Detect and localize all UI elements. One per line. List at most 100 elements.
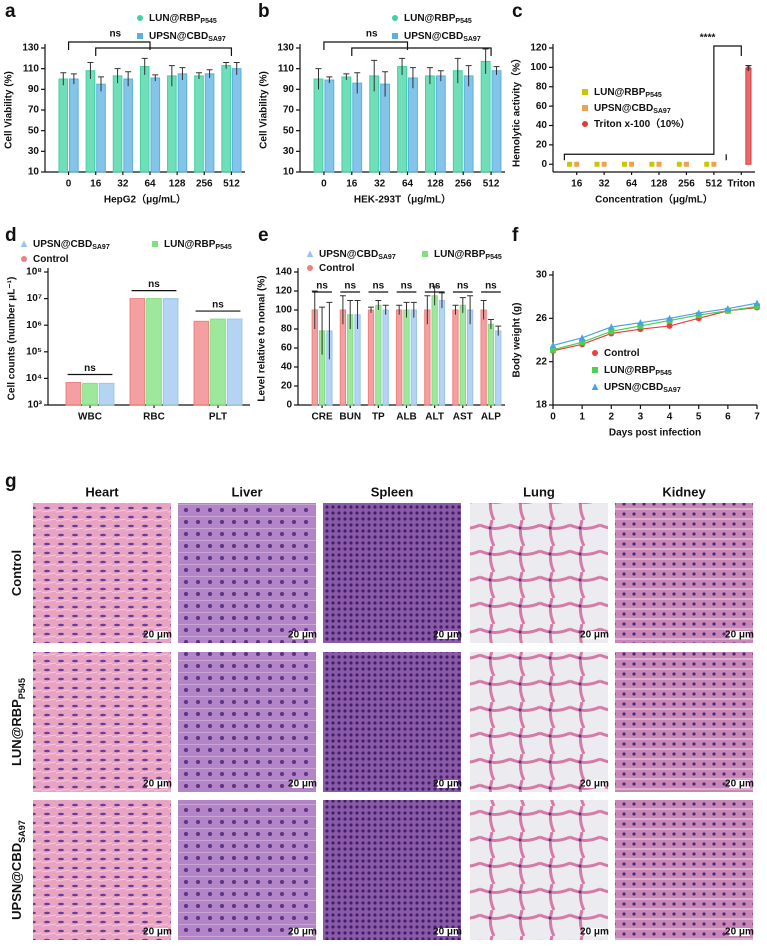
marker	[724, 304, 732, 312]
error-bar	[179, 67, 186, 81]
scale-bar-bg	[147, 631, 168, 639]
y-tick-label: 18	[536, 400, 548, 411]
bar	[745, 67, 752, 165]
y-tick-label: 10³	[28, 400, 43, 411]
x-tick-label: Triton	[727, 179, 755, 190]
error-bar	[480, 300, 487, 320]
y-axis-label: Cell Viability (%)	[4, 71, 15, 149]
legend-label-main: UPSN@CBD	[594, 103, 653, 114]
x-tick-label: 64	[402, 179, 414, 190]
bar	[226, 318, 243, 406]
bar	[221, 65, 231, 173]
scale-bar: 20 μm	[725, 927, 754, 938]
bar	[408, 77, 418, 173]
annotation: ns	[344, 281, 356, 292]
bar	[352, 82, 363, 173]
legend-label: LUN@RBPP545	[434, 249, 502, 262]
bar	[487, 323, 495, 406]
x-tick-label: WBC	[78, 412, 102, 423]
row-label-sub: SA97	[17, 820, 27, 843]
error-bar	[368, 306, 375, 313]
error-bar	[319, 306, 326, 355]
y-tick-label: 60	[536, 101, 548, 112]
row-label-main: LUN@RBP	[9, 699, 24, 766]
tissue-image	[33, 503, 171, 643]
legend-label: Control	[319, 263, 355, 274]
x-tick-label: 0	[550, 412, 556, 423]
x-tick-label: PLT	[209, 412, 227, 423]
legend-label: UPSN@CBDSA97	[594, 103, 671, 116]
legend-marker	[306, 250, 314, 257]
y-tick-label: 110	[278, 63, 295, 74]
legend-label-sub: SA97	[663, 387, 681, 394]
bar	[82, 382, 98, 406]
x-tick-label: 128	[169, 179, 186, 190]
bar	[480, 60, 491, 173]
x-tick-label: 512	[223, 179, 240, 190]
scale-bar-bg	[437, 780, 458, 788]
tissue-image	[33, 800, 171, 940]
x-axis-label: HEK-293T（μg/mL）	[354, 193, 451, 206]
scale-bar-bg	[729, 928, 750, 936]
y-tick-label: 90	[283, 84, 295, 95]
x-tick-label: 128	[651, 179, 668, 190]
line	[552, 302, 758, 346]
tissue-image	[178, 503, 316, 643]
x-tick-label: ALT	[425, 412, 444, 423]
y-tick-label: 0	[286, 400, 292, 411]
legend-label-main: UPSN@CBD	[604, 382, 663, 393]
legend-label-main: Control	[319, 263, 355, 274]
legend-label-main: Triton x-100（10%）	[594, 117, 690, 130]
bar	[459, 304, 466, 406]
x-axis-label: Concentration（μg/mL）	[595, 193, 713, 206]
legend-label-main: LUN@RBP	[594, 87, 646, 98]
x-tick-label: AST	[453, 412, 473, 423]
y-tick-label: 70	[28, 105, 40, 116]
row-label-main: Control	[9, 550, 24, 596]
y-tick-label: 80	[536, 81, 548, 92]
annotation: ns	[485, 281, 497, 292]
bar	[431, 295, 438, 406]
bar	[177, 73, 188, 173]
error-bar	[465, 65, 472, 87]
annotation: ns	[373, 281, 385, 292]
legend-label-main: LUN@RBP	[404, 13, 456, 24]
marker	[621, 161, 627, 167]
error-bar	[354, 300, 361, 329]
error-bar	[410, 301, 417, 318]
tissue-image	[615, 503, 753, 643]
error-bar	[223, 61, 230, 69]
bar	[403, 309, 410, 406]
y-tick-label: 130	[277, 43, 294, 54]
x-tick-label: 64	[144, 179, 156, 190]
marker	[753, 299, 761, 307]
scale-bar-bg	[437, 631, 458, 639]
x-tick-label: 0	[66, 179, 72, 190]
x-tick-label: ALP	[481, 412, 501, 423]
error-bar	[452, 304, 459, 315]
legend-label-main: UPSN@CBD	[33, 239, 92, 250]
x-tick-label: 5	[696, 412, 702, 423]
scale-bar: 20 μm	[143, 779, 172, 790]
error-bar	[98, 76, 105, 92]
bar	[367, 309, 375, 406]
legend-label: LUN@RBPP545	[604, 365, 672, 378]
marker	[601, 161, 607, 167]
y-tick-label: 10⁴	[26, 373, 42, 384]
annotation: ns	[316, 281, 328, 292]
annotation: ns	[366, 29, 378, 40]
legend-label-sub: SA97	[463, 36, 481, 43]
error-bar	[403, 301, 410, 318]
scale-bar-bg	[292, 928, 313, 936]
legend-label-sub: P545	[485, 254, 501, 261]
x-tick-label: BUN	[339, 412, 361, 423]
x-tick-label: 0	[321, 179, 327, 190]
legend-label: UPSN@CBDSA97	[319, 249, 396, 262]
bar	[210, 318, 226, 406]
error-bar	[424, 295, 431, 325]
annotation: ns	[212, 300, 224, 311]
bar	[452, 70, 463, 173]
legend-label: LUN@RBPP545	[164, 239, 232, 252]
bar	[375, 304, 382, 406]
error-bar	[371, 59, 378, 92]
